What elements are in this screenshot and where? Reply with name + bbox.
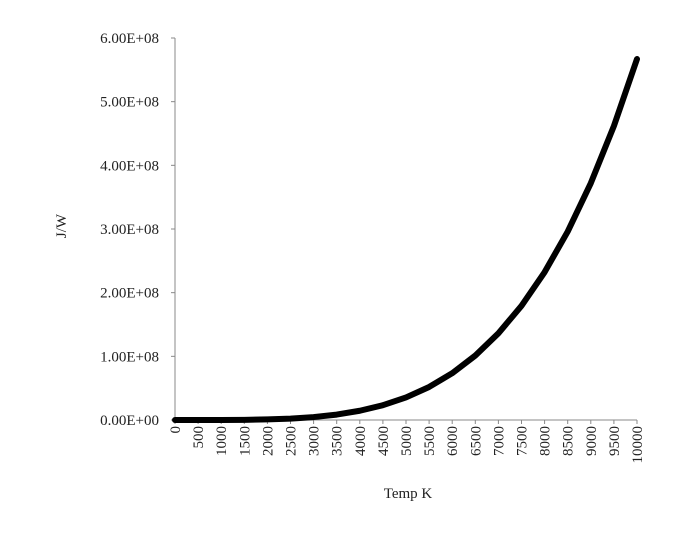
y-tick-label: 5.00E+08	[100, 95, 159, 111]
x-tick-label: 0	[168, 426, 184, 434]
x-tick-label: 7000	[491, 426, 507, 456]
x-tick-label: 5500	[422, 426, 438, 456]
x-tick-label: 7500	[515, 426, 531, 456]
x-tick-label: 9500	[607, 426, 623, 456]
x-tick-label: 1000	[214, 426, 230, 456]
x-tick-label: 8000	[538, 426, 554, 456]
y-tick-label: 1.00E+08	[100, 349, 159, 365]
y-tick-label: 6.00E+08	[100, 31, 159, 47]
x-tick-label: 4000	[353, 426, 369, 456]
y-tick-label: 2.00E+08	[100, 286, 159, 302]
x-tick-label: 4500	[376, 426, 392, 456]
y-tick-label: 0.00E+00	[100, 413, 159, 429]
x-tick-label: 1500	[237, 426, 253, 456]
y-axis-title: J/W	[54, 213, 70, 238]
x-tick-label: 5000	[399, 426, 415, 456]
x-tick-label: 3000	[307, 426, 323, 456]
y-tick-label: 3.00E+08	[100, 222, 159, 238]
x-tick-label: 8500	[561, 426, 577, 456]
x-tick-label: 9000	[584, 426, 600, 456]
data-line	[172, 56, 640, 423]
x-tick-label: 3500	[330, 426, 346, 456]
x-tick-label: 6500	[468, 426, 484, 456]
x-tick-label: 10000	[630, 426, 646, 464]
x-axis-title: Temp K	[384, 486, 433, 502]
x-tick-label: 2000	[260, 426, 276, 456]
y-tick-label: 4.00E+08	[100, 158, 159, 174]
x-tick-label: 6000	[445, 426, 461, 456]
x-tick-label: 2500	[284, 426, 300, 456]
x-tick-label: 500	[191, 426, 207, 449]
